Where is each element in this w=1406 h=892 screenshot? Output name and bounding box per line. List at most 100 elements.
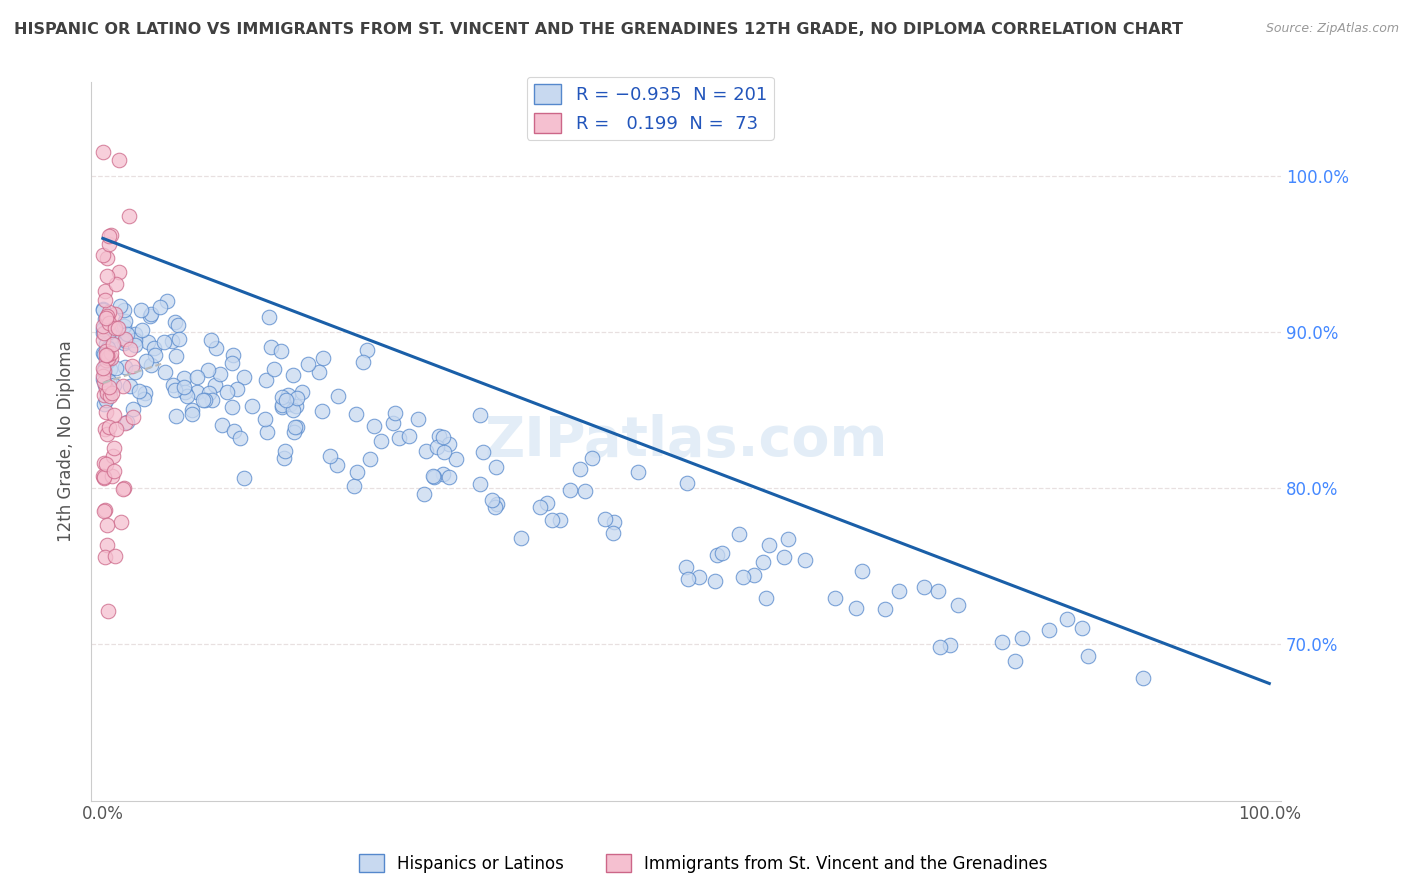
Point — [112, 303, 135, 318]
Point — [912, 580, 935, 594]
Point — [437, 470, 460, 484]
Point — [91, 333, 114, 347]
Point — [139, 307, 162, 321]
Point — [173, 380, 195, 394]
Point — [93, 364, 115, 378]
Point — [128, 384, 150, 399]
Point — [173, 371, 195, 385]
Point — [97, 604, 120, 618]
Point — [93, 371, 115, 385]
Point — [97, 351, 120, 366]
Point — [124, 338, 146, 352]
Point — [939, 638, 962, 652]
Point — [121, 359, 143, 373]
Point — [94, 310, 117, 325]
Point — [432, 467, 454, 481]
Point — [134, 385, 156, 400]
Point — [593, 511, 616, 525]
Point — [91, 469, 114, 483]
Point — [297, 357, 319, 371]
Point — [120, 378, 142, 392]
Point — [758, 538, 780, 552]
Point — [221, 400, 243, 414]
Point — [194, 393, 217, 408]
Point — [91, 248, 114, 262]
Point — [124, 333, 146, 347]
Point — [472, 444, 495, 458]
Point — [731, 570, 754, 584]
Point — [688, 570, 710, 584]
Point — [240, 400, 263, 414]
Point — [254, 373, 277, 387]
Point — [260, 340, 283, 354]
Point — [91, 361, 114, 376]
Point — [536, 495, 558, 509]
Point — [200, 333, 222, 347]
Point — [226, 382, 249, 396]
Point — [173, 384, 195, 399]
Point — [135, 354, 157, 368]
Point — [311, 404, 333, 418]
Point — [728, 527, 751, 541]
Text: ZIPatlas.com: ZIPatlas.com — [485, 415, 887, 468]
Point — [281, 403, 304, 417]
Point — [93, 504, 115, 518]
Point — [94, 347, 117, 361]
Point — [149, 301, 172, 315]
Point — [281, 368, 304, 382]
Point — [481, 492, 503, 507]
Point — [131, 323, 153, 337]
Point — [486, 497, 509, 511]
Point — [776, 532, 799, 546]
Point — [752, 555, 775, 569]
Point — [180, 407, 202, 421]
Point — [100, 228, 122, 243]
Point — [186, 384, 208, 399]
Point — [124, 326, 146, 341]
Point — [110, 515, 132, 529]
Point — [105, 422, 128, 436]
Point — [97, 228, 120, 243]
Point — [887, 584, 910, 599]
Point — [484, 500, 506, 515]
Point — [845, 601, 868, 615]
Point — [444, 452, 467, 467]
Point — [96, 426, 118, 441]
Point — [873, 602, 896, 616]
Point — [277, 387, 299, 401]
Point — [274, 392, 297, 407]
Point — [162, 378, 184, 392]
Point — [96, 393, 118, 408]
Point — [105, 361, 128, 376]
Point — [112, 335, 135, 350]
Point — [117, 415, 139, 429]
Point — [97, 316, 120, 330]
Point — [103, 442, 125, 456]
Point — [104, 549, 127, 563]
Point — [93, 550, 115, 565]
Point — [163, 384, 186, 398]
Point — [136, 334, 159, 349]
Point — [93, 397, 115, 411]
Point — [370, 434, 392, 449]
Point — [198, 386, 221, 401]
Point — [284, 420, 307, 434]
Point — [1070, 621, 1092, 635]
Point — [96, 517, 118, 532]
Point — [107, 265, 129, 279]
Point — [569, 461, 592, 475]
Point — [208, 368, 231, 382]
Point — [278, 397, 301, 411]
Point — [167, 318, 190, 332]
Point — [114, 313, 136, 327]
Point — [346, 465, 368, 479]
Point — [103, 409, 125, 423]
Point — [107, 153, 129, 168]
Point — [381, 416, 404, 430]
Point — [98, 420, 121, 434]
Point — [793, 553, 815, 567]
Point — [93, 303, 115, 318]
Point — [94, 502, 117, 516]
Point — [201, 393, 224, 408]
Point — [413, 487, 436, 501]
